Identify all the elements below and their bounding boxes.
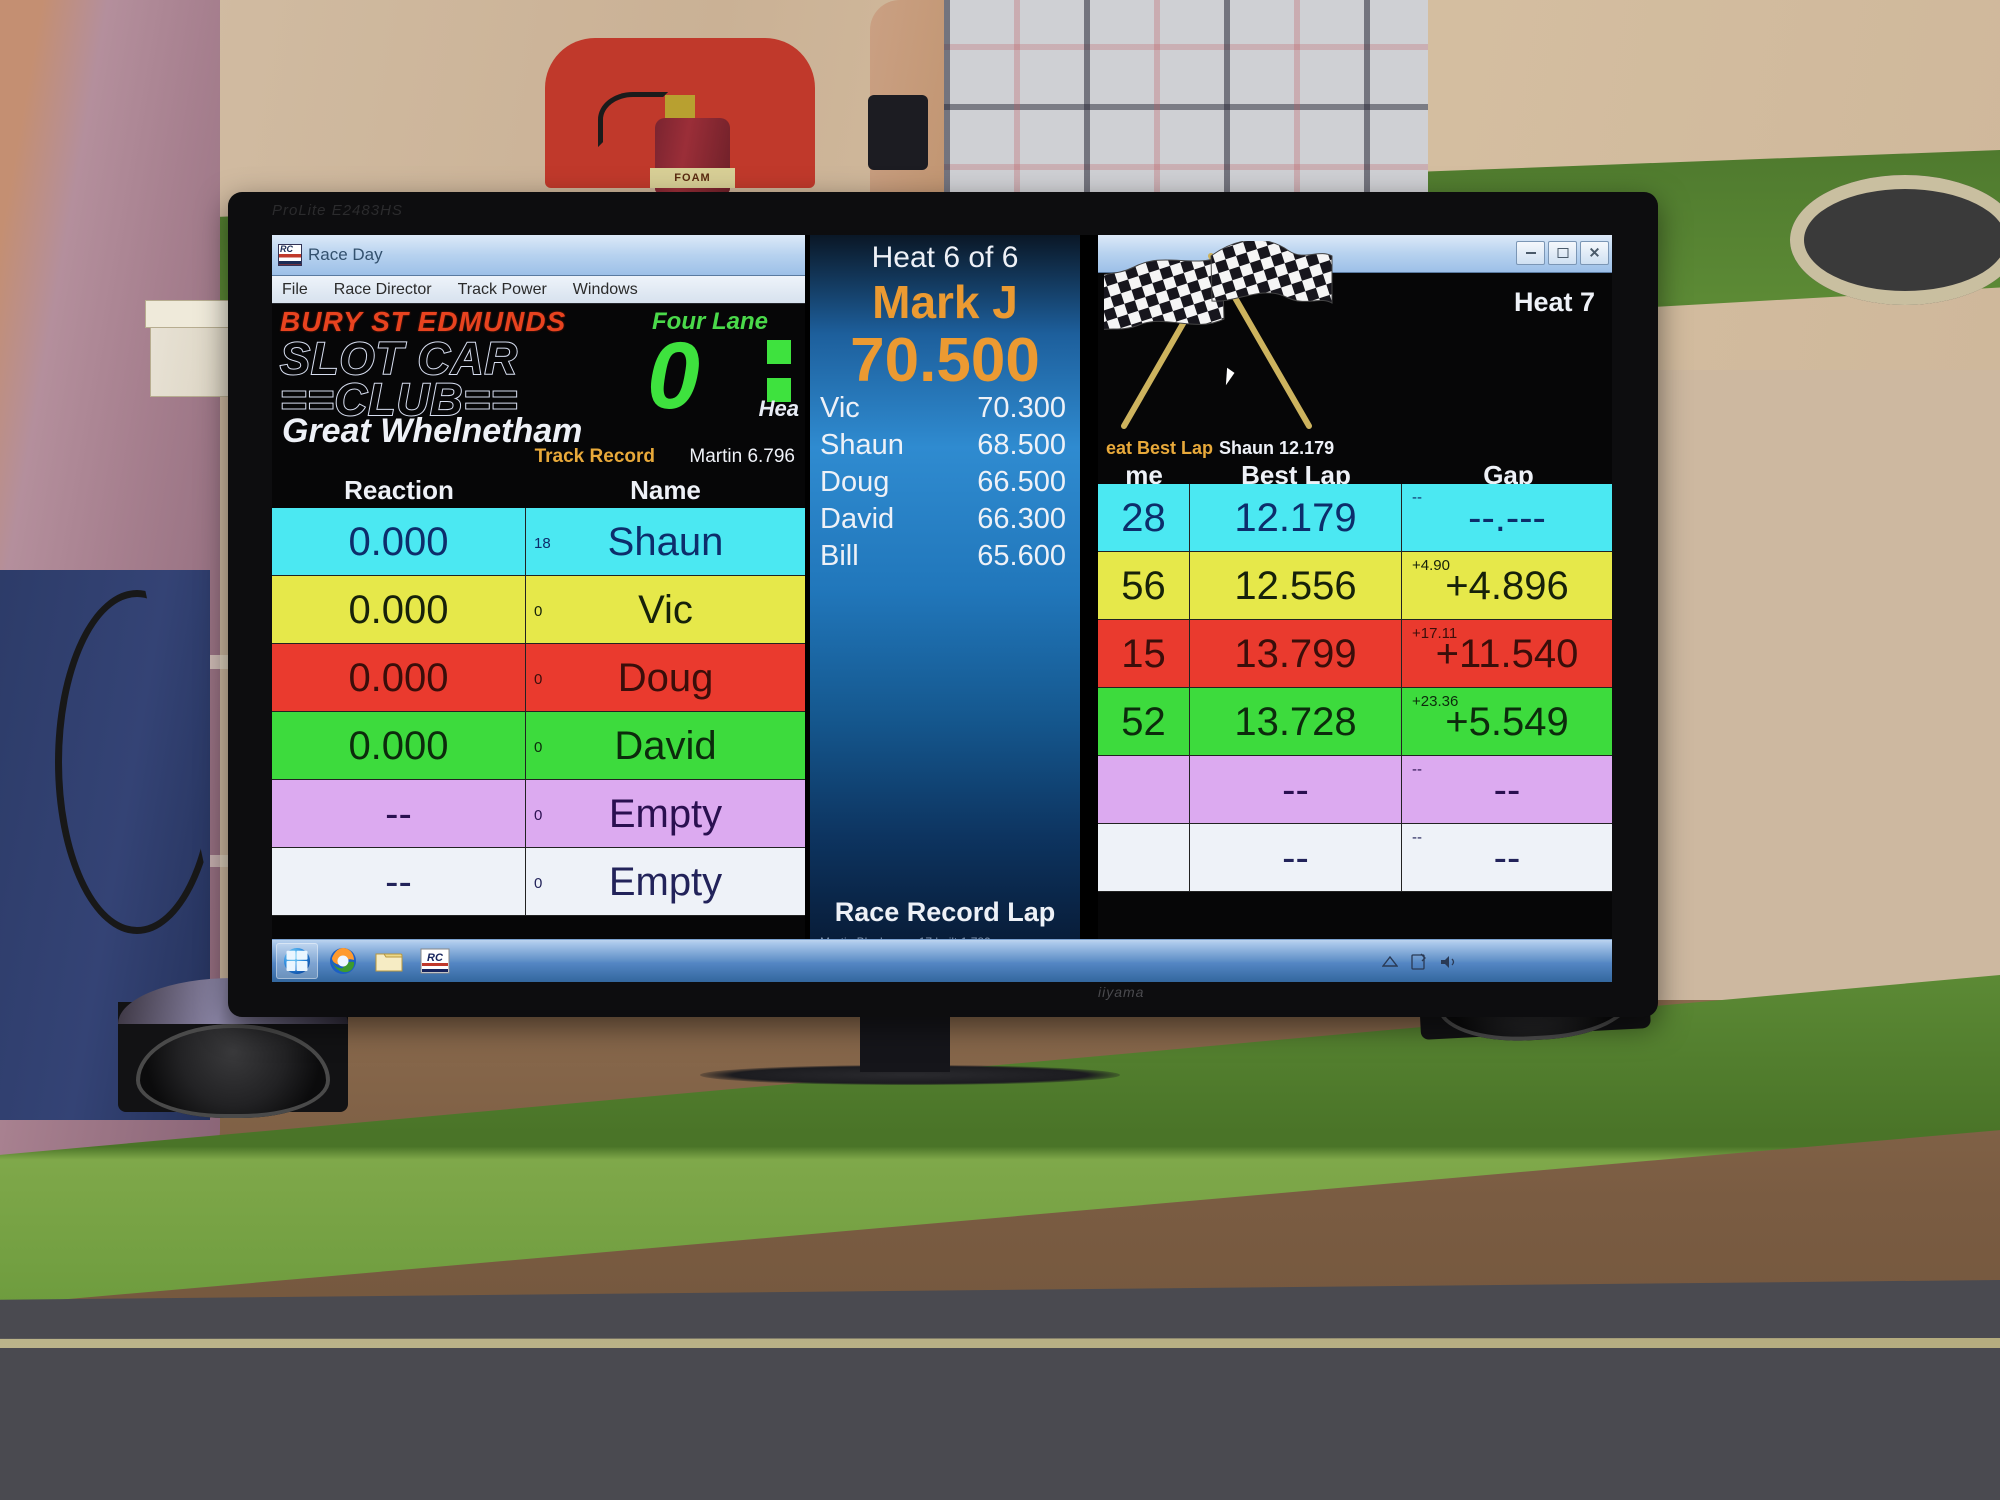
svg-text:RC: RC [427,952,444,964]
